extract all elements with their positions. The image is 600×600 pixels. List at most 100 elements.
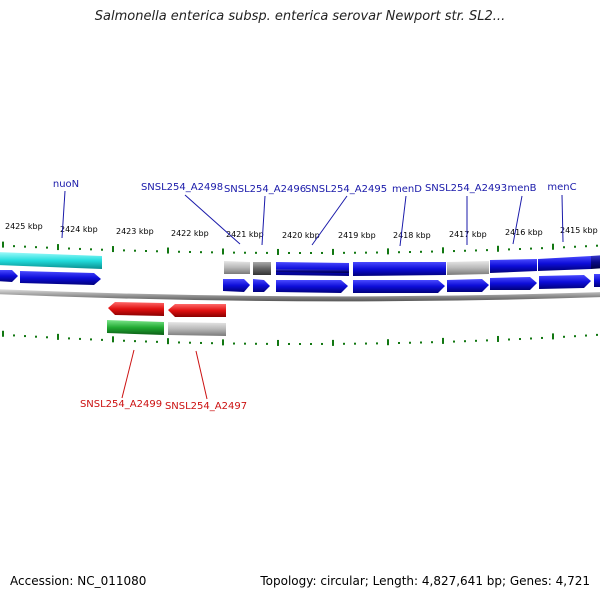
tick-mark: [57, 244, 59, 251]
tick-mark: [310, 342, 312, 345]
tick-mark: [266, 342, 268, 345]
tick-mark: [486, 339, 488, 342]
gene-outer[interactable]: [253, 262, 271, 275]
tick-mark: [541, 247, 543, 250]
gene-label-SNSL254_A2498[interactable]: SNSL254_A2498: [141, 182, 223, 193]
tick-mark: [464, 340, 466, 343]
tick-mark: [189, 250, 191, 253]
tick-mark: [574, 335, 576, 338]
tick-label: 2421 kbp: [226, 230, 264, 239]
tick-mark: [255, 251, 257, 254]
tick-mark: [497, 335, 499, 342]
gene-SNSL254_A2497-lower[interactable]: [168, 322, 226, 336]
tick-mark: [112, 336, 114, 343]
tick-mark: [266, 251, 268, 254]
gene-SNSL254_A2499-lower[interactable]: [107, 320, 164, 335]
tick-mark: [552, 333, 554, 340]
gene-outer[interactable]: [353, 262, 446, 276]
gene-forward-arrow[interactable]: [353, 280, 445, 293]
gene-forward-arrow[interactable]: [253, 279, 270, 292]
tick-mark: [552, 243, 554, 250]
gene-outer[interactable]: [447, 261, 489, 275]
leader-line: [399, 195, 407, 247]
tick-mark: [211, 342, 213, 345]
tick-label: 2425 kbp: [5, 222, 43, 231]
gene-label-SNSL254_A2495[interactable]: SNSL254_A2495: [305, 184, 387, 195]
tick-mark: [2, 330, 4, 337]
gene-label-nuoN[interactable]: nuoN: [53, 179, 79, 190]
leader-line: [261, 195, 266, 246]
tick-mark: [244, 251, 246, 254]
gene-label-SNSL254_A2497[interactable]: SNSL254_A2497: [165, 401, 247, 412]
tick-mark: [178, 250, 180, 253]
gene-label-menD[interactable]: menD: [392, 184, 422, 195]
tick-mark: [167, 338, 169, 345]
tick-mark: [409, 341, 411, 344]
tick-label: 2415 kbp: [560, 226, 598, 235]
tick-mark: [288, 251, 290, 254]
leader-line: [184, 194, 241, 245]
gene-nuoN-outer[interactable]: [0, 252, 102, 269]
tick-mark: [101, 248, 103, 251]
gene-forward-arrow[interactable]: [539, 275, 591, 289]
tick-mark: [222, 339, 224, 346]
tick-mark: [2, 241, 4, 248]
tick-mark: [596, 333, 598, 336]
gene-SNSL254_A2499-reverse[interactable]: [108, 302, 164, 316]
tick-mark: [530, 247, 532, 250]
gene-forward-arrow[interactable]: [276, 280, 348, 293]
gene-outer[interactable]: [490, 259, 537, 273]
tick-mark: [68, 337, 70, 340]
tick-mark: [343, 342, 345, 345]
tick-mark: [178, 341, 180, 344]
tick-mark: [409, 251, 411, 254]
tick-mark: [35, 335, 37, 338]
gene-outer[interactable]: [276, 262, 349, 276]
tick-mark: [453, 250, 455, 253]
tick-mark: [398, 342, 400, 345]
tick-mark: [101, 338, 103, 341]
gene-outer-band: [276, 269, 349, 273]
leader-line: [61, 190, 66, 239]
tick-mark: [145, 340, 147, 343]
gene-label-SNSL254_A2496[interactable]: SNSL254_A2496: [224, 184, 306, 195]
tick-mark: [519, 338, 521, 341]
gene-forward-arrow[interactable]: [594, 274, 600, 287]
tick-mark: [475, 249, 477, 252]
tick-mark: [156, 340, 158, 343]
leader-line: [311, 195, 348, 246]
tick-mark: [134, 249, 136, 252]
tick-label: 2418 kbp: [393, 231, 431, 240]
tick-ring-top: [2, 241, 598, 255]
gene-label-menC[interactable]: menC: [547, 182, 576, 193]
tick-mark: [563, 246, 565, 249]
gene-label-SNSL254_A2499[interactable]: SNSL254_A2499: [80, 399, 162, 410]
tick-mark: [332, 339, 334, 346]
genome-title: Salmonella enterica subsp. enterica sero…: [94, 9, 506, 24]
tick-mark: [200, 251, 202, 254]
gene-forward-arrow[interactable]: [447, 279, 489, 292]
tick-mark: [420, 250, 422, 253]
tick-mark: [277, 339, 279, 346]
gene-forward-arrow[interactable]: [223, 279, 250, 292]
tick-mark: [35, 246, 37, 249]
tick-mark: [211, 251, 213, 254]
gene-label-SNSL254_A2493[interactable]: SNSL254_A2493: [425, 183, 507, 194]
gene-label-menB[interactable]: menB: [507, 183, 536, 194]
tick-mark: [90, 248, 92, 251]
tick-mark: [68, 247, 70, 250]
tick-mark: [156, 250, 158, 253]
tick-mark: [596, 244, 598, 247]
gene-forward-arrow[interactable]: [490, 277, 537, 290]
gene-outer[interactable]: [538, 256, 591, 271]
tick-mark: [365, 342, 367, 345]
tick-mark: [233, 342, 235, 345]
gene-outer[interactable]: [224, 261, 250, 274]
tick-mark: [541, 336, 543, 339]
tick-label: 2420 kbp: [282, 231, 320, 240]
gene-forward-arrow[interactable]: [20, 271, 101, 285]
gene-forward-arrow[interactable]: [0, 270, 18, 282]
tick-mark: [387, 339, 389, 346]
gene-outer[interactable]: [591, 255, 600, 269]
gene-SNSL254_A2497-reverse[interactable]: [168, 304, 226, 317]
